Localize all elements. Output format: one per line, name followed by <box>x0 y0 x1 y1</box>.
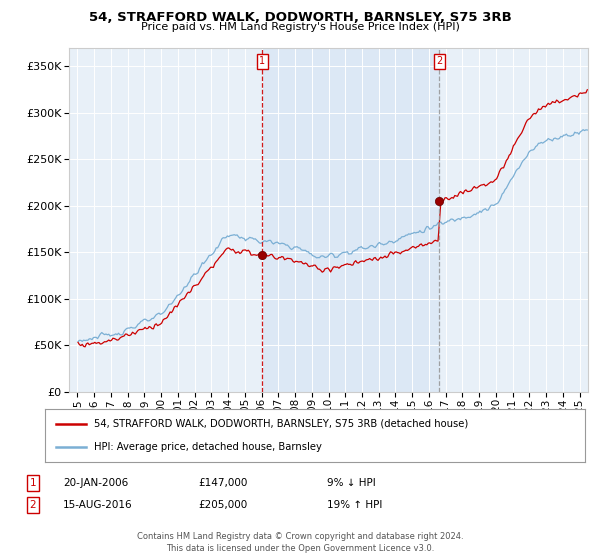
Text: £205,000: £205,000 <box>198 500 247 510</box>
Text: Contains HM Land Registry data © Crown copyright and database right 2024.
This d: Contains HM Land Registry data © Crown c… <box>137 532 463 553</box>
Text: £147,000: £147,000 <box>198 478 247 488</box>
Text: 2: 2 <box>29 500 37 510</box>
Text: 54, STRAFFORD WALK, DODWORTH, BARNSLEY, S75 3RB (detached house): 54, STRAFFORD WALK, DODWORTH, BARNSLEY, … <box>94 419 468 429</box>
Text: 1: 1 <box>29 478 37 488</box>
Text: 20-JAN-2006: 20-JAN-2006 <box>63 478 128 488</box>
Text: 2: 2 <box>436 56 442 66</box>
Text: Price paid vs. HM Land Registry's House Price Index (HPI): Price paid vs. HM Land Registry's House … <box>140 22 460 32</box>
Text: 15-AUG-2016: 15-AUG-2016 <box>63 500 133 510</box>
Bar <box>262 48 439 392</box>
Text: 19% ↑ HPI: 19% ↑ HPI <box>327 500 382 510</box>
Text: 1: 1 <box>259 56 265 66</box>
Text: 9% ↓ HPI: 9% ↓ HPI <box>327 478 376 488</box>
Text: 54, STRAFFORD WALK, DODWORTH, BARNSLEY, S75 3RB: 54, STRAFFORD WALK, DODWORTH, BARNSLEY, … <box>89 11 511 24</box>
Text: HPI: Average price, detached house, Barnsley: HPI: Average price, detached house, Barn… <box>94 442 322 452</box>
